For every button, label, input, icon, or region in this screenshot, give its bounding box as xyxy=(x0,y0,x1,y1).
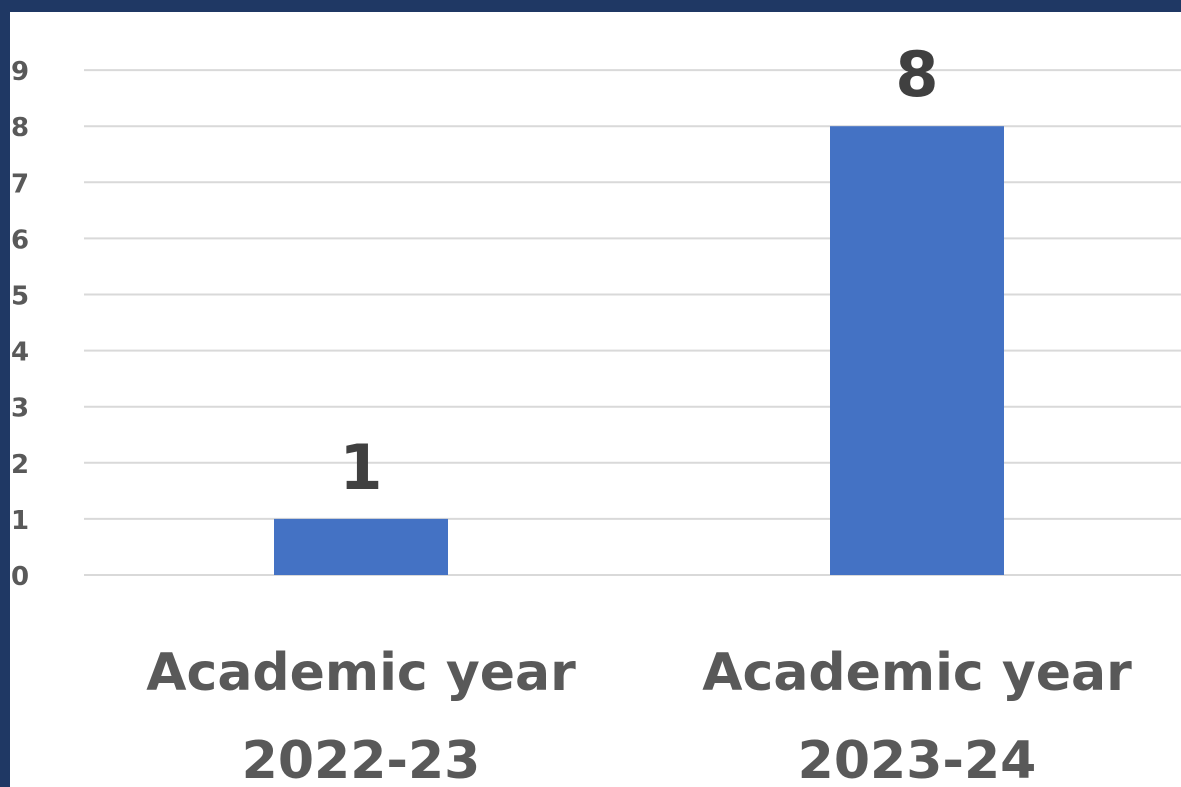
y-tick-label: 9 xyxy=(11,57,29,87)
bar xyxy=(274,518,448,575)
y-tick-label: 2 xyxy=(11,450,29,480)
y-tick-label: 4 xyxy=(11,338,29,368)
y-axis-ticks: 0 1 2 3 4 5 6 7 8 9 xyxy=(11,57,29,592)
y-tick-label: 7 xyxy=(11,169,29,199)
category-label: Academic year xyxy=(146,643,576,703)
data-label: 1 xyxy=(339,431,382,504)
category-label: 2022-23 xyxy=(242,731,481,787)
y-tick-label: 8 xyxy=(11,113,29,143)
y-tick-label: 0 xyxy=(11,562,29,592)
y-tick-label: 5 xyxy=(11,282,29,312)
gridlines xyxy=(84,69,1181,576)
bars xyxy=(274,126,1004,575)
category-labels: Academic year 2022-23 Academic year 2023-24 xyxy=(146,643,1132,787)
category-label: Academic year xyxy=(702,643,1132,703)
data-label: 8 xyxy=(895,38,938,111)
y-tick-label: 1 xyxy=(11,506,29,536)
data-labels: 18 xyxy=(339,38,938,504)
y-tick-label: 3 xyxy=(11,394,29,424)
category-label: 2023-24 xyxy=(798,731,1037,787)
bar xyxy=(830,126,1004,575)
y-tick-label: 6 xyxy=(11,225,29,255)
